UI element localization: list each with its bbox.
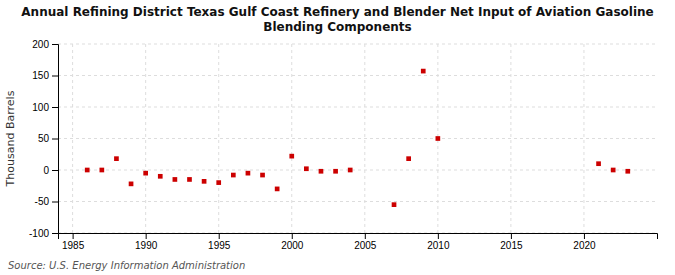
point [348, 168, 353, 173]
point [114, 156, 119, 161]
point [596, 161, 601, 166]
tick-mark [146, 233, 147, 239]
tick-mark [52, 202, 58, 203]
point [319, 169, 324, 174]
grid-line [58, 138, 657, 139]
x-axis: 1985 1990 1995 2000 2005 2010 2015 2020 [59, 233, 658, 251]
tick-label: 2015 [500, 240, 523, 251]
point [187, 177, 192, 182]
axis-line [59, 234, 658, 240]
tick-label: 100 [32, 102, 49, 113]
point [625, 169, 630, 174]
point [406, 156, 411, 161]
tick-mark [73, 233, 74, 239]
point [246, 171, 251, 176]
tick: 2010 [427, 233, 450, 251]
tick-mark [52, 76, 58, 77]
y-axis: -100 -50 0 50 100 150 200 [29, 39, 59, 239]
tick-label: 2000 [281, 240, 304, 251]
grid-line [58, 75, 657, 76]
tick-label: 200 [32, 39, 49, 50]
chart: 1985 1990 1995 2000 2005 2010 2015 2020 -100 -50 0… [0, 0, 675, 275]
point [333, 169, 338, 174]
point [275, 187, 280, 192]
tick-mark [52, 170, 58, 171]
tick-label: 50 [38, 133, 50, 144]
plot: 1985 1990 1995 2000 2005 2010 2015 2020 -100 -50 0… [29, 39, 658, 251]
tick: 2015 [500, 233, 523, 251]
tick-mark [292, 233, 293, 239]
point [436, 136, 441, 141]
points [85, 69, 630, 207]
point [611, 168, 616, 173]
tick-label: 1985 [62, 240, 85, 251]
tick-mark [438, 233, 439, 239]
point [421, 69, 426, 74]
tick-label: 2020 [573, 240, 596, 251]
point [289, 154, 294, 159]
tick: 1985 [62, 233, 85, 251]
axis-line [52, 45, 59, 234]
title: Annual Refining District Texas Gulf Coas… [21, 5, 653, 34]
tick: -50 [35, 196, 58, 207]
tick-label: 1990 [135, 240, 158, 251]
grid-line [58, 107, 657, 108]
grid-line [58, 170, 657, 171]
tick-mark [52, 44, 58, 45]
point [173, 177, 178, 182]
tick: 2020 [573, 233, 596, 251]
tick-mark [365, 233, 366, 239]
point [304, 166, 309, 171]
tick-label: -100 [29, 228, 49, 239]
tick-label: 1995 [208, 240, 231, 251]
tick-label: 2010 [427, 240, 450, 251]
tick-label: 0 [43, 165, 49, 176]
tick: 2000 [281, 233, 304, 251]
tick-mark [511, 233, 512, 239]
grid [58, 44, 657, 233]
tick: 2005 [354, 233, 377, 251]
tick: 100 [32, 102, 58, 113]
tick: 1995 [208, 233, 231, 251]
tick-mark [52, 107, 58, 108]
annotation: Source: U.S. Energy Information Administ… [8, 260, 245, 271]
point [85, 168, 90, 173]
point [143, 171, 148, 176]
y-axis-title: Thousand Barrels [4, 90, 17, 187]
grid-line [218, 44, 219, 233]
tick-mark [52, 139, 58, 140]
tick-label: 150 [32, 70, 49, 81]
point [260, 173, 265, 178]
point [202, 179, 207, 184]
tick-label: -50 [35, 196, 50, 207]
grid-line [58, 44, 657, 45]
grid-line [58, 201, 657, 202]
point [216, 180, 221, 185]
tick: 150 [32, 70, 58, 81]
grid-line [145, 44, 146, 233]
point [99, 168, 104, 173]
point [129, 182, 134, 187]
point [392, 202, 397, 207]
tick: 0 [43, 165, 58, 176]
tick: 200 [32, 39, 58, 50]
point [231, 173, 236, 178]
point [158, 174, 163, 179]
tick-mark [52, 233, 58, 234]
tick: 1990 [135, 233, 158, 251]
tick: -100 [29, 228, 58, 239]
tick-mark [219, 233, 220, 239]
grid-line [583, 44, 584, 233]
tick-mark [584, 233, 585, 239]
tick: 50 [38, 133, 58, 144]
tick-label: 2005 [354, 240, 377, 251]
